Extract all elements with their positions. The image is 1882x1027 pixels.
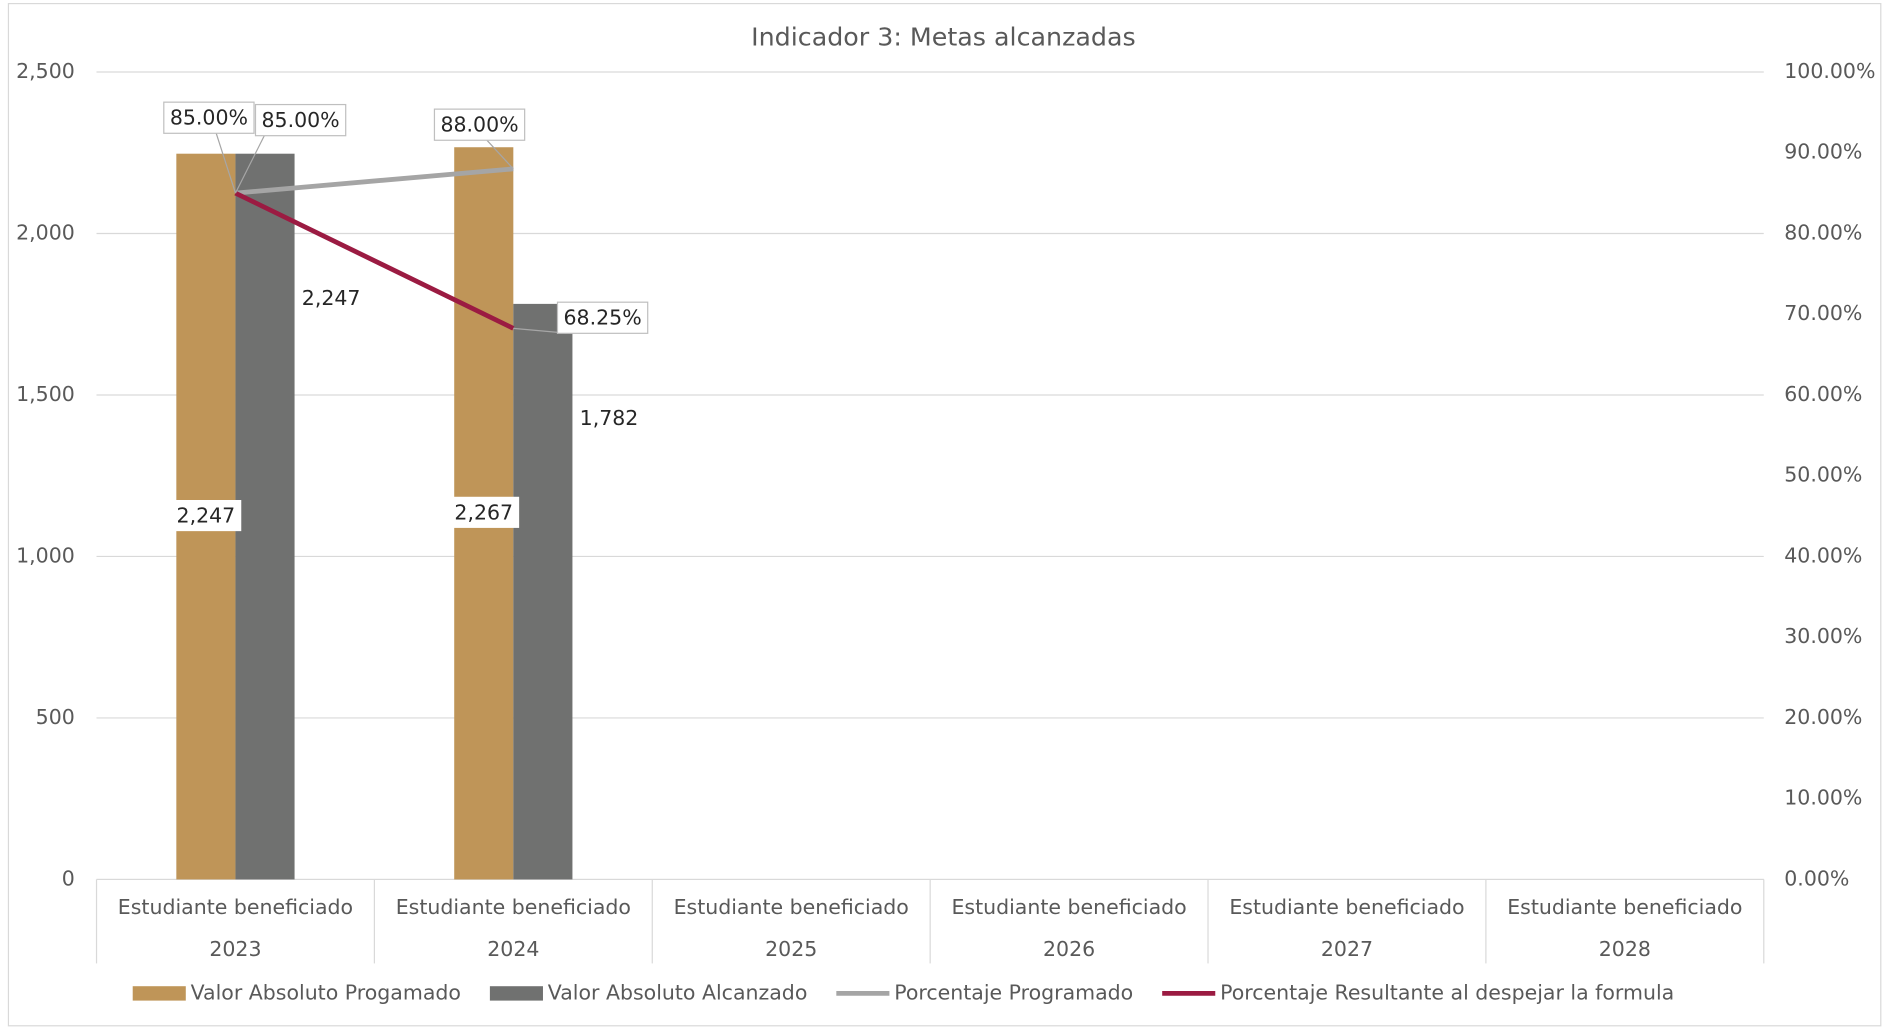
x-tick-label: Estudiante beneficiado <box>951 895 1186 919</box>
x-tick-label: 2025 <box>765 937 817 961</box>
y2-tick-label: 90.00% <box>1784 140 1862 164</box>
y2-tick-label: 20.00% <box>1784 705 1862 729</box>
x-tick-label: 2026 <box>1043 937 1095 961</box>
leader-line <box>215 132 237 194</box>
data-label: 2,247 <box>302 286 361 310</box>
data-label: 2,247 <box>177 504 236 528</box>
legend-label: Porcentaje Programado <box>894 980 1133 1004</box>
x-tick-label: Estudiante beneficiado <box>396 895 631 919</box>
y-tick-label: 1,500 <box>16 382 75 406</box>
data-label: 88.00% <box>440 113 518 137</box>
data-label: 1,782 <box>580 406 639 430</box>
legend-label: Porcentaje Resultante al despejar la for… <box>1220 980 1674 1004</box>
legend-label: Valor Absoluto Progamado <box>191 980 461 1004</box>
x-tick-label: Estudiante beneficiado <box>1229 895 1464 919</box>
chart-title: Indicador 3: Metas alcanzadas <box>751 22 1135 51</box>
y2-tick-label: 10.00% <box>1784 786 1862 810</box>
data-label: 68.25% <box>564 306 642 330</box>
x-tick-label: Estudiante beneficiado <box>674 895 909 919</box>
y2-tick-label: 40.00% <box>1784 543 1862 567</box>
leader-line <box>486 139 514 170</box>
y-tick-label: 1,000 <box>16 543 75 567</box>
x-tick-label: 2027 <box>1321 937 1373 961</box>
x-tick-label: 2024 <box>487 937 539 961</box>
data-label-box <box>163 101 255 134</box>
data-label: 85.00% <box>170 106 248 130</box>
data-label-box <box>448 496 520 528</box>
legend-label: Valor Absoluto Alcanzado <box>548 980 808 1004</box>
y2-tick-label: 80.00% <box>1784 221 1862 245</box>
x-tick-label: 2023 <box>209 937 261 961</box>
line-series <box>235 166 514 196</box>
y2-tick-label: 60.00% <box>1784 382 1862 406</box>
y2-tick-label: 50.00% <box>1784 463 1862 487</box>
legend-swatch <box>489 986 543 1001</box>
y2-tick-label: 0.00% <box>1784 866 1849 890</box>
y2-tick-label: 70.00% <box>1784 301 1862 325</box>
data-label-box <box>556 301 649 334</box>
data-label-box <box>433 108 526 141</box>
data-label-box <box>573 402 645 434</box>
chart-frame <box>7 2 1882 1027</box>
x-tick-label: Estudiante beneficiado <box>118 895 353 919</box>
x-tick-label: 2028 <box>1599 937 1651 961</box>
bar <box>235 153 295 880</box>
y-tick-label: 0 <box>62 866 75 890</box>
y-tick-label: 500 <box>36 705 75 729</box>
line-series <box>234 190 515 331</box>
y2-tick-label: 100.00% <box>1784 59 1875 83</box>
x-tick-label: Estudiante beneficiado <box>1507 895 1742 919</box>
bar <box>513 303 573 880</box>
data-label-box <box>254 103 347 137</box>
data-label-box <box>295 282 367 314</box>
y2-tick-label: 30.00% <box>1784 624 1862 648</box>
data-label-box <box>170 500 242 532</box>
leader-line <box>234 135 265 194</box>
legend-swatch <box>132 986 186 1001</box>
data-label: 85.00% <box>262 108 340 132</box>
y-tick-label: 2,500 <box>16 59 75 83</box>
y-tick-label: 2,000 <box>16 221 75 245</box>
data-label: 2,267 <box>454 500 513 524</box>
